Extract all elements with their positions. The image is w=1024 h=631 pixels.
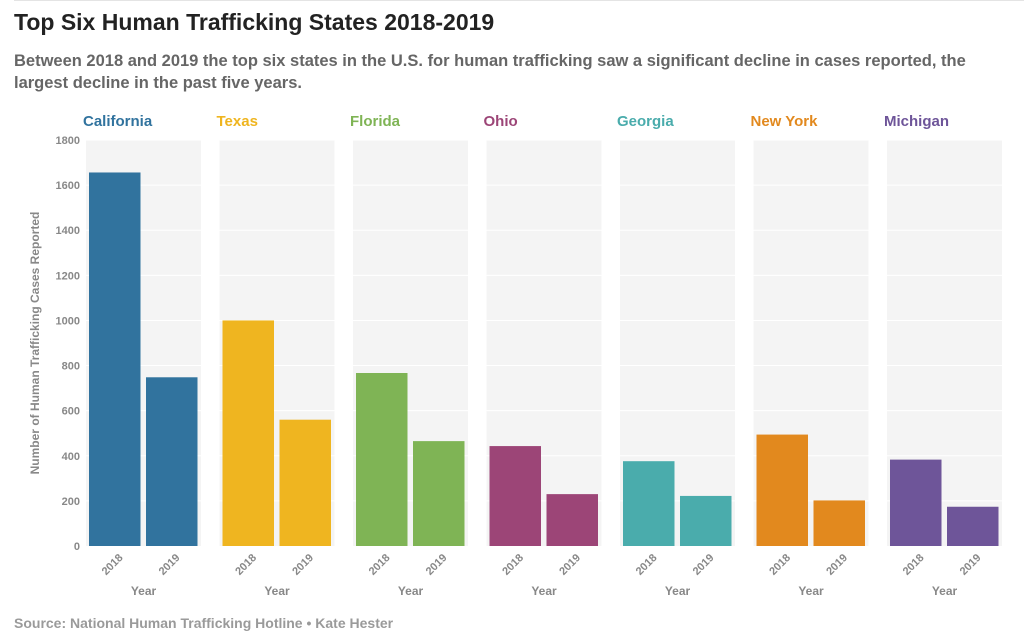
bar-michigan-2019 <box>947 506 999 546</box>
y-tick-label: 1400 <box>56 225 80 237</box>
bar-new-york-2019 <box>813 500 865 546</box>
x-tick-label: 2018 <box>233 552 259 578</box>
bar-california-2019 <box>146 377 198 546</box>
top-divider <box>14 0 1024 1</box>
x-tick-label: 2019 <box>157 552 183 578</box>
x-tick-label: 2019 <box>424 552 450 578</box>
y-axis-title: Number of Human Trafficking Cases Report… <box>28 212 42 475</box>
facet-label-texas: Texas <box>217 113 258 130</box>
bar-ohio-2018 <box>489 446 541 546</box>
y-tick-label: 1800 <box>56 135 80 147</box>
facet-label-california: California <box>83 113 153 130</box>
chart-subtitle: Between 2018 and 2019 the top six states… <box>14 52 966 92</box>
x-axis-title: Year <box>398 584 424 598</box>
y-tick-label: 600 <box>62 406 80 418</box>
y-tick-label: 200 <box>62 496 80 508</box>
y-tick-label: 800 <box>62 361 80 373</box>
x-tick-label: 2018 <box>100 552 126 578</box>
x-axis-title: Year <box>665 584 691 598</box>
x-axis-title: Year <box>798 584 824 598</box>
bar-florida-2018 <box>356 372 408 546</box>
chart-title: Top Six Human Trafficking States 2018-20… <box>14 9 495 35</box>
bar-florida-2019 <box>413 441 465 546</box>
x-axis-title: Year <box>264 584 290 598</box>
y-tick-label: 1600 <box>56 180 80 192</box>
x-tick-label: 2019 <box>557 552 583 578</box>
x-tick-label: 2019 <box>824 552 850 578</box>
bar-georgia-2019 <box>680 495 732 546</box>
x-axis-title: Year <box>531 584 557 598</box>
facet-label-michigan: Michigan <box>884 113 949 130</box>
x-tick-label: 2018 <box>901 552 927 578</box>
bar-ohio-2019 <box>546 494 598 546</box>
x-tick-label: 2019 <box>691 552 717 578</box>
y-tick-label: 1000 <box>56 315 80 327</box>
facet-label-florida: Florida <box>350 113 401 130</box>
bar-texas-2018 <box>222 320 274 546</box>
x-tick-label: 2018 <box>634 552 660 578</box>
x-tick-label: 2018 <box>367 552 393 578</box>
y-tick-label: 0 <box>74 541 80 553</box>
facet-label-georgia: Georgia <box>617 113 674 130</box>
source-note: Source: National Human Trafficking Hotli… <box>14 615 394 631</box>
facet-label-ohio: Ohio <box>484 113 518 130</box>
bar-california-2018 <box>89 172 141 547</box>
facet-label-new-york: New York <box>751 113 819 130</box>
y-tick-label: 400 <box>62 451 80 463</box>
bar-new-york-2018 <box>756 434 808 546</box>
x-tick-label: 2019 <box>290 552 316 578</box>
bar-georgia-2018 <box>623 461 675 546</box>
bar-texas-2019 <box>279 419 331 546</box>
y-tick-label: 1200 <box>56 270 80 282</box>
x-tick-label: 2018 <box>767 552 793 578</box>
x-tick-label: 2018 <box>500 552 526 578</box>
x-tick-label: 2019 <box>958 552 984 578</box>
x-axis-title: Year <box>131 584 157 598</box>
bar-michigan-2018 <box>890 459 942 546</box>
x-axis-title: Year <box>932 584 958 598</box>
